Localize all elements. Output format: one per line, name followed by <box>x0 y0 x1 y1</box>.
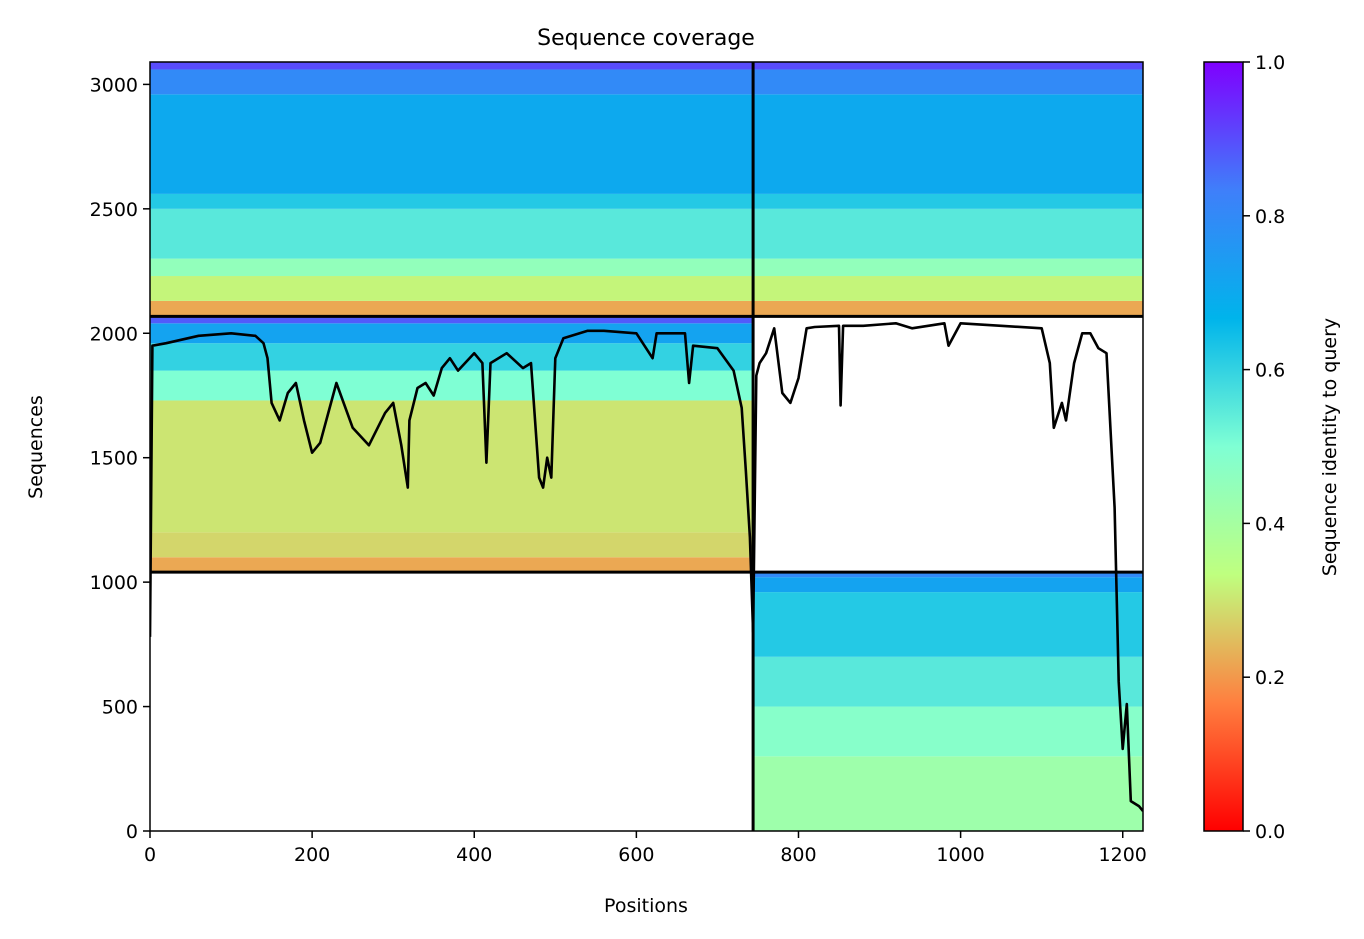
heatmap-band-chain-1-2-5 <box>150 323 754 344</box>
y-tick-label: 500 <box>102 697 138 719</box>
heatmap-band-chain-2-3-1 <box>753 706 1143 757</box>
heatmap-band-chain-1-2-3 <box>150 370 754 401</box>
heatmap-band-chain-2-3-3 <box>753 592 1143 657</box>
heatmap-band-chain-2-1-3 <box>753 208 1143 259</box>
y-tick-label: 2500 <box>90 199 138 221</box>
x-tick-label: 1000 <box>936 844 984 866</box>
colorbar-label: Sequence identity to query <box>1319 318 1341 576</box>
heatmap-band-chain-2-3-2 <box>753 656 1143 707</box>
heatmap-band-chain-2-1-6 <box>753 69 1143 95</box>
y-axis-label: Sequences <box>25 395 47 499</box>
y-tick-label: 1500 <box>90 448 138 470</box>
heatmap-band-chain-1-0-6 <box>150 69 754 95</box>
plot-frame <box>149 61 1144 832</box>
colorbar-tick-label: 0.0 <box>1255 821 1285 843</box>
x-tick-label: 400 <box>456 844 492 866</box>
y-tick-label: 2000 <box>90 323 138 345</box>
heatmap-band-chain-1-0-0 <box>150 300 754 317</box>
heatmap-band-chain-2-3-5 <box>753 572 1143 578</box>
heatmap-band-chain-1-0-5 <box>150 94 754 194</box>
heatmap-band-chain-1-0-4 <box>150 193 754 209</box>
colorbar <box>1203 61 1244 832</box>
heatmap-blocks <box>150 62 1143 831</box>
heatmap-band-chain-2-3-4 <box>753 577 1143 593</box>
colorbar-tick-label: 0.8 <box>1255 206 1285 228</box>
heatmap-band-chain-1-2-1 <box>150 532 754 558</box>
x-tick-label: 800 <box>780 844 816 866</box>
x-axis-ticks: 0 200 400 600 800 1000 1200 <box>144 831 1147 866</box>
coverage-line <box>150 322 1143 812</box>
heatmap-band-chain-2-1-7 <box>753 62 1143 70</box>
x-tick-label: 200 <box>294 844 330 866</box>
y-tick-label: 0 <box>126 821 138 843</box>
heatmap-band-chain-1-0-2 <box>150 258 754 277</box>
heatmap-band-chain-1-0-3 <box>150 208 754 259</box>
colorbar-ticks: 0.0 0.2 0.4 0.6 0.8 1.0 <box>1243 52 1285 843</box>
y-tick-label: 1000 <box>90 572 138 594</box>
heatmap-band-chain-1-2-6 <box>150 316 754 324</box>
y-tick-label: 3000 <box>90 74 138 96</box>
x-tick-label: 1200 <box>1099 844 1147 866</box>
heatmap-band-chain-2-1-0 <box>753 300 1143 317</box>
x-axis-label: Positions <box>604 895 688 917</box>
x-tick-label: 0 <box>144 844 156 866</box>
heatmap-band-chain-1-2-2 <box>150 400 754 533</box>
colorbar-tick-label: 0.2 <box>1255 667 1285 689</box>
colorbar-tick-label: 0.6 <box>1255 360 1285 382</box>
heatmap-band-chain-1-2-0 <box>150 557 754 573</box>
x-tick-label: 600 <box>618 844 654 866</box>
heatmap-band-chain-2-1-4 <box>753 193 1143 209</box>
heatmap-band-chain-2-1-2 <box>753 258 1143 277</box>
heatmap-band-chain-1-2-4 <box>150 343 754 371</box>
y-axis-ticks: 0 500 1000 1500 2000 2500 3000 <box>90 74 150 843</box>
heatmap-band-chain-2-1-1 <box>753 276 1143 301</box>
heatmap-band-chain-2-3-0 <box>753 756 1143 831</box>
block-boundaries <box>150 62 1143 831</box>
heatmap-band-chain-1-0-1 <box>150 276 754 301</box>
heatmap-band-chain-2-1-5 <box>753 94 1143 194</box>
chart-title: Sequence coverage <box>537 26 755 51</box>
colorbar-tick-label: 1.0 <box>1255 52 1285 74</box>
colorbar-tick-label: 0.4 <box>1255 513 1285 535</box>
heatmap-band-chain-1-0-7 <box>150 62 754 70</box>
